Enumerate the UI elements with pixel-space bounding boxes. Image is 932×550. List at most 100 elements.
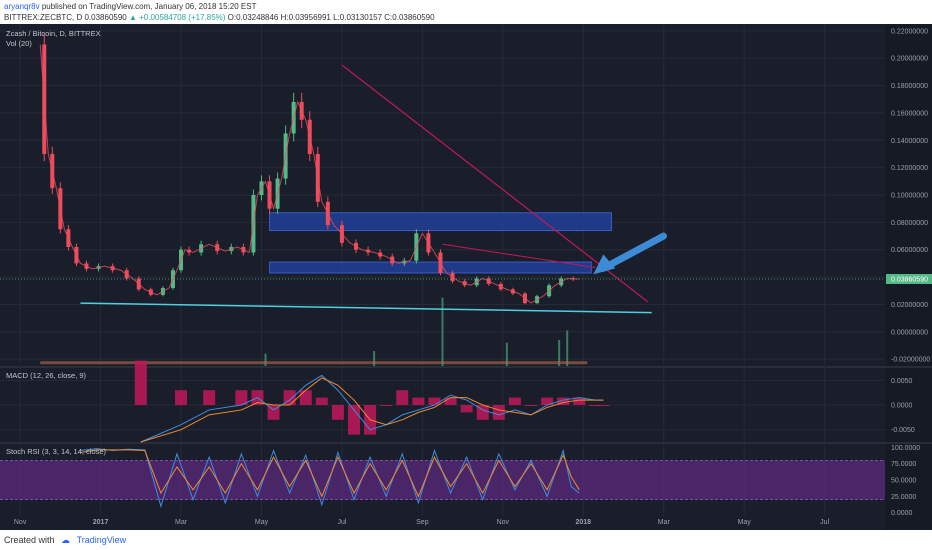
macd-histogram-bar (444, 397, 457, 405)
y-tick-label: 0.14000000 (891, 138, 928, 145)
y-tick-label: -0.02000000 (891, 357, 930, 364)
x-tick-label: 2018 (576, 519, 592, 526)
symbol-line: BITTREX:ZECBTC, D (4, 13, 83, 22)
macd-legend: MACD (12, 26, close, 9) (6, 371, 87, 380)
macd-y-tick-label: 0.0050 (891, 378, 913, 385)
created-with-text: Created with (4, 535, 55, 545)
stoch-y-tick-label: 0.0000 (891, 510, 913, 517)
x-tick-label: Mar (175, 519, 188, 526)
y-tick-label: 0.22000000 (891, 28, 928, 35)
y-tick-label: 0.02000000 (891, 302, 928, 309)
close-value: C:0.03860590 (384, 13, 435, 22)
macd-histogram-bar (597, 405, 610, 406)
stoch-legend: Stoch RSI (3, 3, 14, 14, close) (6, 447, 107, 456)
legend-title: Zcash / Bitcoin, D, BITTREX (6, 29, 101, 38)
macd-histogram-bar (299, 390, 312, 405)
publish-line: aryanqr8v published on TradingView.com, … (4, 2, 256, 11)
arrow-head (593, 254, 616, 275)
macd-histogram-bar (460, 405, 473, 413)
macd-histogram-bar (175, 390, 188, 405)
x-tick-label: 2017 (93, 519, 109, 526)
stoch-y-tick-label: 25.0000 (891, 494, 916, 501)
last-price: 0.03860590 (84, 13, 127, 22)
macd-histogram-bar (589, 405, 602, 406)
x-tick-label: Jul (337, 519, 346, 526)
macd-histogram-bar (267, 405, 280, 420)
volume-bar (505, 342, 508, 366)
tradingview-link[interactable]: TradingView (76, 535, 127, 545)
stoch-y-tick-label: 50.0000 (891, 478, 916, 485)
x-tick-label: May (738, 519, 752, 526)
macd-histogram-bar (380, 405, 393, 406)
macd-histogram-bar (283, 390, 296, 405)
last-price-label: 0.03860590 (891, 276, 928, 283)
support-line (80, 302, 652, 314)
x-tick-label: May (255, 519, 269, 526)
volume-baseline (40, 361, 588, 365)
last-price-tag (886, 273, 932, 284)
macd-histogram-bar (476, 405, 489, 420)
y-tick-label: 0.10000000 (891, 193, 928, 200)
volume-bar (441, 297, 444, 366)
y-tick-label: 0.08000000 (891, 220, 928, 227)
signal-line (140, 377, 604, 443)
low-value: L:0.03130157 (333, 13, 383, 22)
macd-histogram-bar (235, 390, 248, 405)
footer: Created with ☁ TradingView (0, 530, 932, 550)
x-tick-label: Jul (820, 519, 829, 526)
arrow-shaft (599, 232, 668, 272)
stoch-y-tick-label: 75.0000 (891, 461, 916, 468)
x-tick-label: Nov (497, 519, 510, 526)
macd-y-tick-label: 0.0000 (891, 403, 913, 410)
stoch-d-line (80, 449, 580, 498)
high-value: H:0.03956991 (280, 13, 331, 22)
volume-bar (264, 353, 267, 366)
stoch-y-tick-label: 100.0000 (891, 445, 920, 452)
open-value: O:0.03248846 (227, 13, 279, 22)
y-tick-label: 0.20000000 (891, 56, 928, 63)
price-change: +0.00584708 (+17.85%) (139, 13, 226, 22)
macd-histogram-bar (428, 397, 441, 405)
chart-svg[interactable]: Nov 2017 Mar May Jul Sep Nov 2018 Mar May Jul 0.220… (0, 24, 932, 530)
macd-histogram-bar (331, 405, 344, 420)
macd-histogram-bar (541, 397, 554, 405)
y-tick-label: 0.06000000 (891, 247, 928, 254)
stoch-band (0, 460, 885, 500)
macd-histogram-bar (557, 397, 570, 405)
up-triangle-icon: ▲ (128, 13, 137, 22)
y-tick-label: 0.12000000 (891, 165, 928, 172)
x-tick-label: Sep (416, 519, 429, 526)
macd-histogram-bar (573, 397, 586, 405)
chart-area[interactable]: Nov 2017 Mar May Jul Sep Nov 2018 Mar May Jul 0.220… (0, 24, 932, 530)
published-text: published on TradingView.com, January 06… (41, 2, 257, 11)
legend-vol: Vol (20) (6, 39, 32, 48)
x-tick-label: Mar (658, 519, 671, 526)
y-tick-label: 0.18000000 (891, 83, 928, 90)
price-line (39, 44, 580, 304)
y-tick-label: 0.16000000 (891, 110, 928, 117)
volume-bar (373, 350, 376, 366)
resistance-trendline (341, 64, 649, 303)
author-link[interactable]: aryanqr8v (4, 2, 40, 11)
y-tick-label: 0.00000000 (891, 329, 928, 336)
macd-histogram-bar (203, 390, 216, 405)
macd-histogram-bar (134, 360, 147, 405)
macd-y-tick-label: -0.0050 (891, 427, 915, 434)
x-tick-label: Nov (14, 519, 27, 526)
resistance-trendline-2 (442, 243, 596, 268)
macd-histogram-bar (412, 397, 425, 405)
publish-header: aryanqr8v published on TradingView.com, … (0, 0, 932, 24)
resistance-zone-lower (269, 261, 592, 274)
macd-histogram-bar (315, 397, 328, 405)
macd-histogram-bar (492, 405, 505, 420)
macd-histogram-bar (396, 390, 409, 405)
macd-histogram-bar (525, 405, 537, 406)
macd-histogram-bar (508, 397, 521, 405)
macd-line (140, 374, 604, 443)
volume-bar (566, 330, 569, 366)
resistance-zone-upper (269, 212, 612, 232)
volume-bar (558, 340, 561, 366)
macd-histogram-bar (348, 405, 360, 435)
tradingview-logo-icon: ☁ (61, 535, 71, 545)
ohlc-line: BITTREX:ZECBTC, D 0.03860590 ▲ +0.005847… (4, 13, 435, 22)
